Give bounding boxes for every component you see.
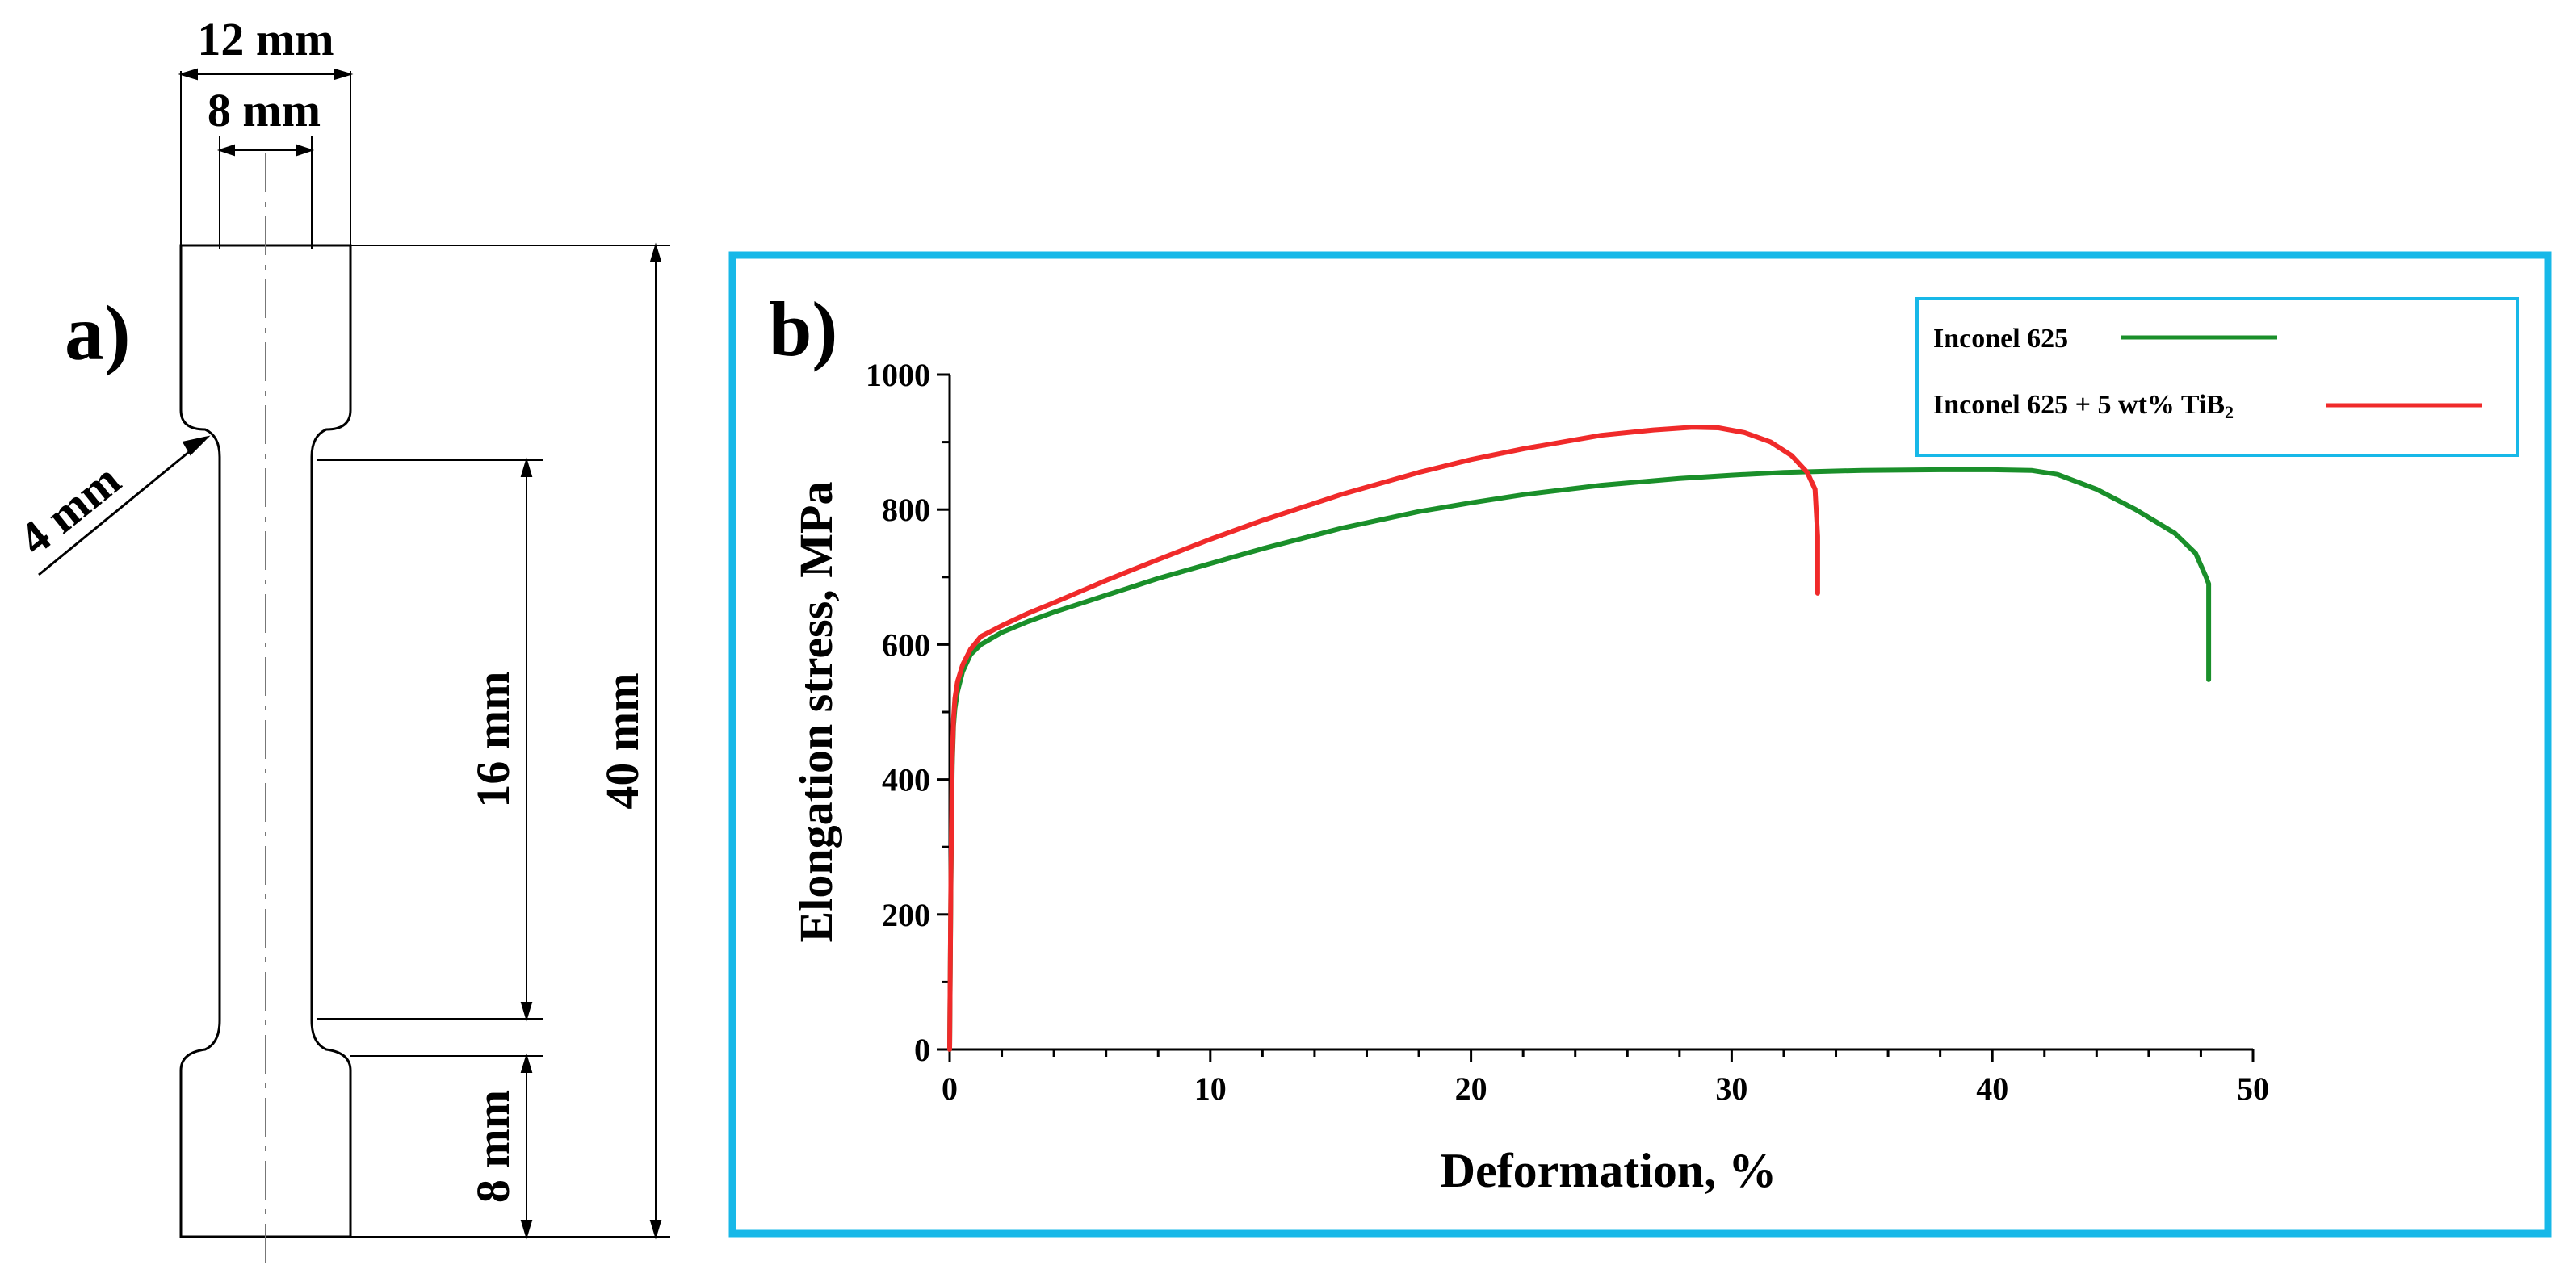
gauge-width-label: 8 mm bbox=[208, 84, 321, 136]
legend-entry-1-name: Inconel 625 + 5 wt% TiB bbox=[1933, 390, 2225, 420]
legend[interactable]: Inconel 625 Inconel 625 + 5 wt% TiB2 bbox=[1915, 297, 2519, 457]
y-tick-label: 1000 bbox=[866, 357, 930, 393]
x-axis-title: Deformation, % bbox=[1441, 1144, 1777, 1197]
panel-b: b) 0 10 20 30 40 50 0 200 400 600 800 1000 Deformat… bbox=[728, 251, 2552, 1238]
y-tick-label: 400 bbox=[882, 762, 930, 798]
x-tick-label: 30 bbox=[1715, 1070, 1747, 1107]
grip-length-dimension bbox=[520, 1053, 533, 1240]
panel-a: a) 12 mm 8 mm 4 mm bbox=[9, 13, 670, 1271]
panel-b-label: b) bbox=[769, 286, 837, 372]
legend-box bbox=[1915, 297, 2519, 457]
y-tick-label: 0 bbox=[914, 1032, 930, 1068]
legend-entry-0-label: Inconel 625 bbox=[1933, 324, 2068, 354]
y-axis-title: Elongation stress, MPa bbox=[790, 482, 842, 943]
x-tick-label: 0 bbox=[942, 1070, 958, 1107]
x-tick-label: 50 bbox=[2237, 1070, 2269, 1107]
panel-a-label: a) bbox=[65, 290, 131, 377]
series-layer bbox=[947, 425, 2212, 1052]
grip-length-label: 8 mm bbox=[467, 1090, 519, 1203]
axis-tick-labels: 0 10 20 30 40 50 0 200 400 600 800 1000 bbox=[866, 357, 2269, 1107]
overall-width-dimension bbox=[178, 68, 354, 81]
legend-entry-1-subscript: 2 bbox=[2225, 402, 2234, 422]
x-tick-label: 20 bbox=[1455, 1070, 1487, 1107]
axis-ticks bbox=[937, 373, 2255, 1062]
width-extension-lines bbox=[180, 71, 351, 249]
gauge-length-dimension bbox=[520, 457, 533, 1022]
x-tick-label: 10 bbox=[1194, 1070, 1227, 1107]
fillet-radius-leader bbox=[38, 435, 211, 576]
total-length-dimension bbox=[649, 242, 662, 1240]
legend-entry-1-label: Inconel 625 + 5 wt% TiB2 bbox=[1933, 390, 2234, 422]
y-tick-label: 200 bbox=[882, 897, 930, 933]
y-tick-label: 800 bbox=[882, 492, 930, 528]
length-extension-lines bbox=[317, 245, 670, 1238]
gauge-width-dimension bbox=[216, 144, 315, 157]
x-tick-label: 40 bbox=[1976, 1070, 2008, 1107]
series-line-1 bbox=[947, 425, 1820, 1052]
overall-width-label: 12 mm bbox=[197, 13, 334, 65]
y-tick-label: 600 bbox=[882, 626, 930, 663]
gauge-length-label: 16 mm bbox=[467, 671, 519, 807]
panel-b-border bbox=[728, 251, 2552, 1238]
series-line-0 bbox=[947, 467, 2212, 1052]
total-length-label: 40 mm bbox=[596, 672, 648, 809]
